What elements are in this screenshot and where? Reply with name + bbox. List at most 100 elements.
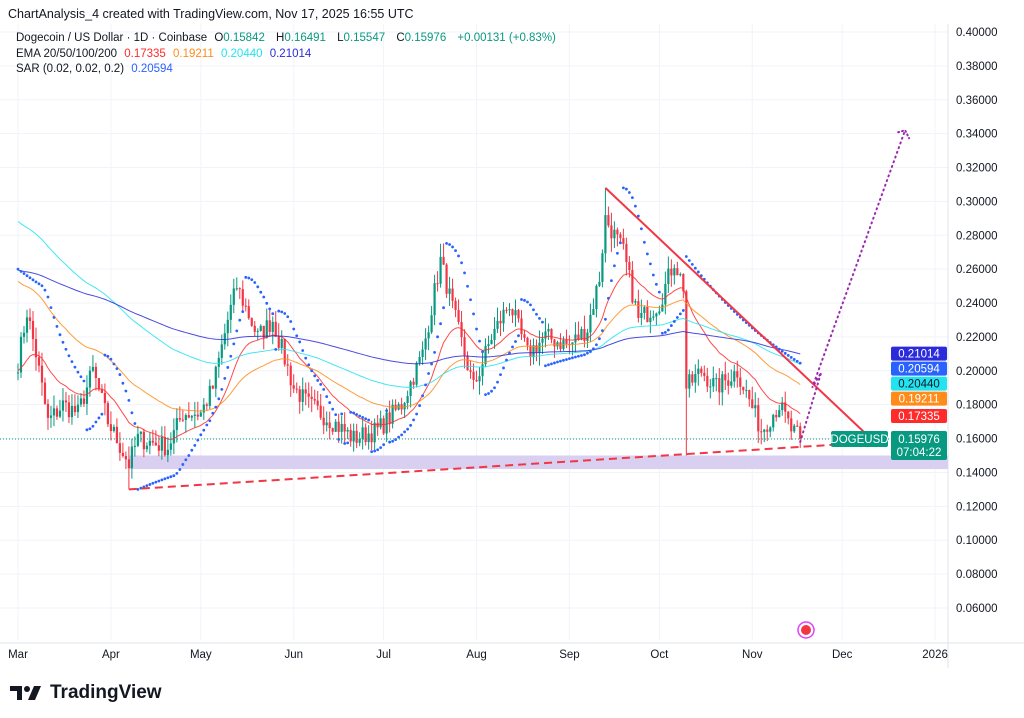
x-tick-label: May [190,649,212,661]
sar-dot [280,310,284,314]
price-label-ema50[interactable]: 0.19211 [891,391,947,406]
candle [607,206,610,228]
ema20-line [17,273,801,440]
candle-body [613,229,616,239]
candle-body [217,357,220,367]
legend-sar[interactable]: SAR (0.02, 0.02, 0.2) 0.20594 [16,62,560,78]
candle-body [247,306,250,319]
us-event-icon [797,621,815,639]
legend-ohlc[interactable]: Dogecoin / US Dollar · 1D · Coinbase O0.… [16,31,560,47]
candle-body [433,283,436,316]
candle [250,317,253,327]
price-label-ema20[interactable]: 0.17335 [891,408,947,423]
sar-dot [25,274,29,278]
sar-dot [22,272,26,275]
sar-dot [226,366,230,369]
candle [397,402,400,411]
sar-dot [469,298,472,302]
sar-dot [681,309,685,312]
sar-dot [610,279,613,283]
candle [223,323,226,350]
sar-dot [34,280,38,284]
candle-body [667,268,670,284]
candle [775,409,778,422]
candle [22,325,26,344]
candle-body [583,328,586,341]
sar-dot [244,275,248,279]
candle [619,232,622,243]
y-tick-label: 0.06000 [956,603,998,615]
legend-ema[interactable]: EMA 20/50/100/200 0.17335 0.19211 0.2044… [16,47,560,63]
candle [127,446,130,490]
sar-dot [139,486,143,490]
price-label-ema200[interactable]: 0.21014 [891,346,947,361]
candle-body [733,371,736,382]
candle-body [715,378,718,380]
candle [64,391,68,412]
candle-body [448,288,451,294]
sar-dot [657,290,661,294]
candle [778,404,781,418]
high-label: H [276,32,285,44]
sar-dot [73,365,77,369]
candle-body [445,264,448,294]
candle [364,423,367,446]
y-tick-label: 0.22000 [956,332,998,344]
candle [214,365,217,398]
candle [109,411,113,441]
candle [229,294,232,333]
descending-trendline [604,187,879,447]
sar-dot [115,367,119,370]
x-tick-label: Nov [742,649,763,661]
candle [676,261,679,276]
candle [724,361,727,390]
sar-dot [154,480,158,484]
sar-dot [616,251,619,255]
candle [343,412,346,443]
sar-dot [289,320,293,323]
sar-dot [37,282,41,286]
candle-body [559,342,562,350]
candle [367,425,370,450]
candle [430,305,433,334]
candle [487,335,490,354]
candle-body [712,378,715,387]
candle [631,261,634,304]
candle [493,317,496,349]
candle [157,435,160,457]
candle [793,423,796,433]
sar-dot [316,379,320,382]
sar-dot [187,454,191,457]
candle-body [685,291,688,389]
price-label-sar[interactable]: 0.20594 [891,361,947,376]
candle [436,271,439,292]
candle [415,361,418,388]
candle-body [466,355,469,371]
candle-body [187,415,190,418]
candle [706,367,709,393]
candle-body [346,429,349,432]
sar-dot [28,276,32,280]
candle-body [388,412,391,424]
low-label: L [337,32,344,44]
candle [151,429,154,446]
sar-dot [481,350,484,354]
candle-body [169,443,172,450]
y-tick-label: 0.32000 [956,163,998,175]
sar-dot [355,413,359,416]
x-tick-label: Aug [466,649,486,661]
price-label-ema100[interactable]: 0.20440 [891,376,947,391]
candle [448,276,451,306]
candle-body [526,337,529,346]
sar-dot [274,347,278,351]
candle [370,420,373,451]
chart-credit: ChartAnalysis_4 created with TradingView… [8,7,414,21]
sar-dot [367,418,371,422]
candle-body [463,337,466,356]
sar-dot [559,359,562,363]
candle [280,330,283,354]
price-chart[interactable]: 0.40000 0.38000 0.36000 0.34000 0.32000 0.300… [0,0,1024,680]
candle [583,315,586,348]
sar-dot [208,419,212,423]
candle-body [601,253,604,282]
